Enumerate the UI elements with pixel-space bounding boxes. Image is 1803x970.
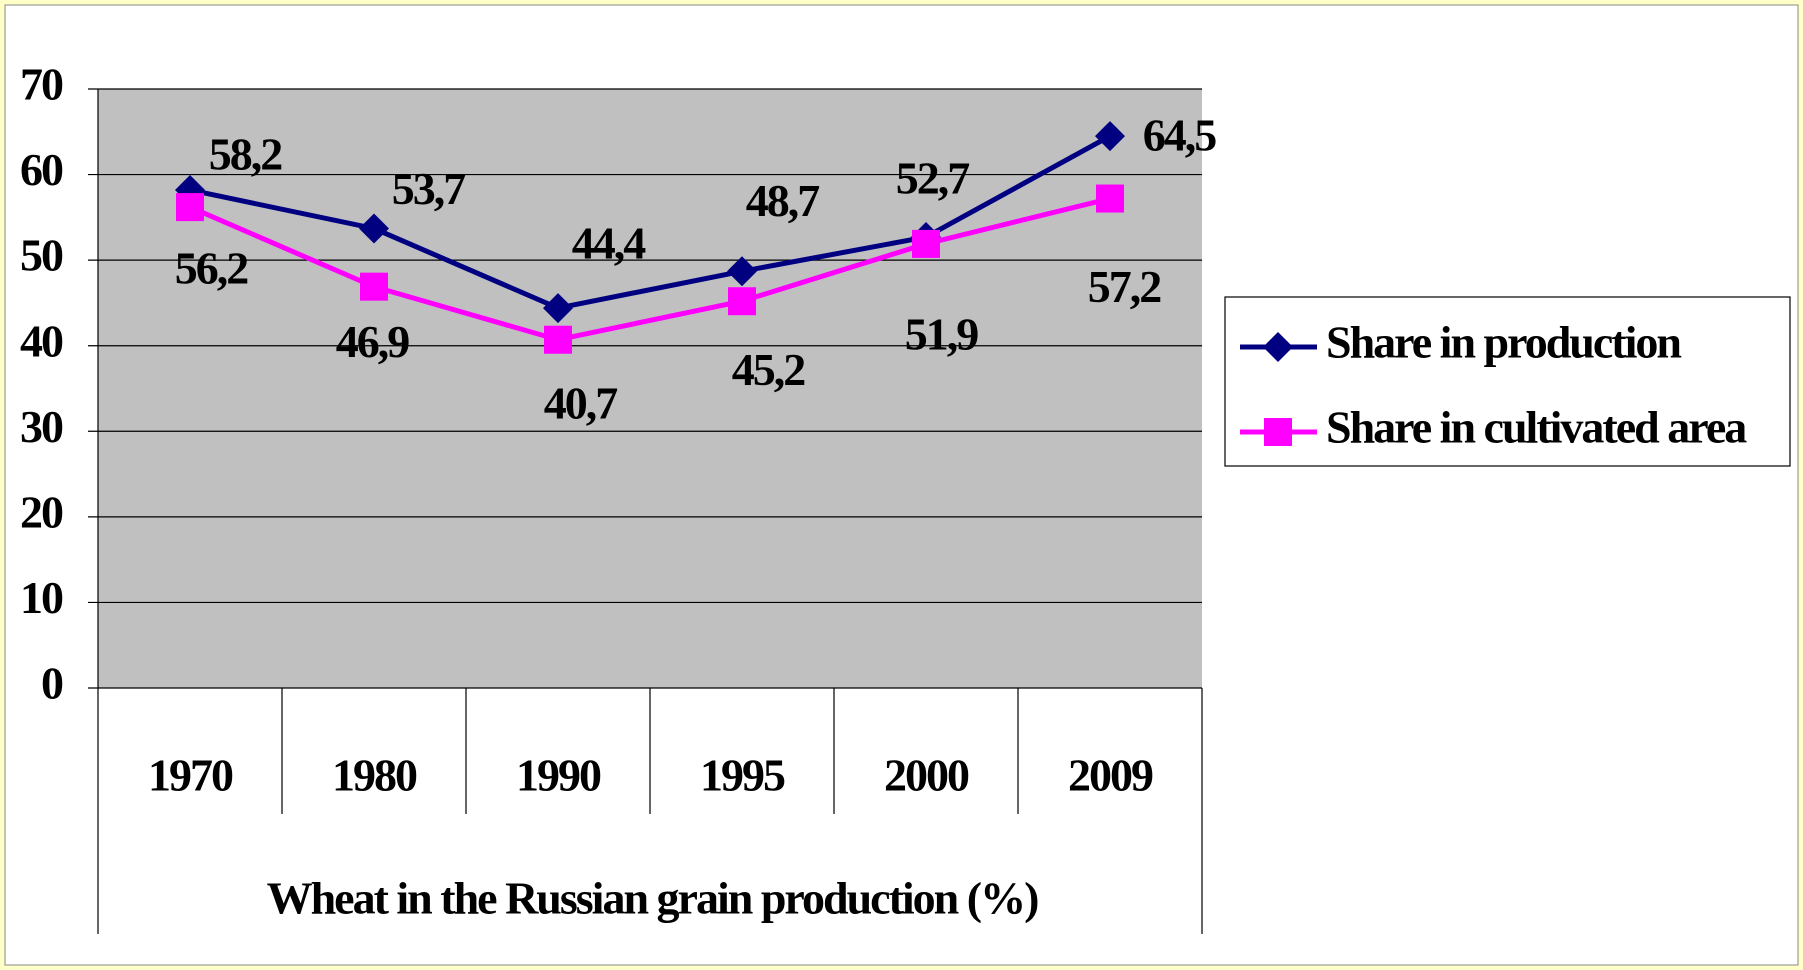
data-point	[912, 229, 940, 258]
data-line	[189, 133, 1112, 311]
data-point	[1095, 121, 1125, 152]
y-tick-label: 30	[20, 401, 63, 452]
y-tick-label: 0	[41, 658, 63, 709]
x-tick-label: 1995	[700, 750, 785, 801]
data-label: 44,4	[572, 218, 647, 269]
data-label: 40,7	[544, 377, 618, 428]
data-point	[544, 325, 572, 354]
data-label: 52,7	[896, 153, 970, 204]
data-label: 57,2	[1088, 261, 1162, 312]
legend-box	[1224, 296, 1791, 467]
x-tick-label: 2009	[1068, 750, 1153, 801]
y-tick-label: 70	[20, 59, 63, 110]
y-tick-label: 10	[20, 572, 63, 623]
data-point	[1263, 332, 1293, 362]
data-label: 58,2	[209, 129, 283, 180]
data-point	[359, 213, 389, 244]
y-tick-label: 50	[20, 230, 63, 281]
data-label: 64,5	[1143, 110, 1217, 161]
x-tick-label: 2000	[884, 750, 969, 801]
x-tick-label: 1990	[516, 750, 601, 801]
y-tick-label: 60	[20, 144, 63, 195]
data-point	[176, 193, 204, 222]
data-point	[1264, 418, 1292, 446]
x-tick-label: 1980	[332, 750, 417, 801]
data-label: 56,2	[175, 243, 249, 294]
y-tick-label: 20	[20, 486, 63, 537]
x-axis-title: Wheat in the Russian grain production (%…	[267, 873, 1039, 924]
data-label: 46,9	[336, 316, 410, 367]
data-label: 48,7	[746, 175, 820, 226]
data-line	[189, 196, 1111, 343]
data-point	[727, 256, 757, 287]
data-label: 51,9	[905, 308, 979, 359]
x-tick-label: 1970	[148, 750, 233, 801]
data-point	[360, 272, 388, 301]
data-point	[543, 293, 573, 324]
legend-label: Share in cultivated area	[1326, 402, 1747, 453]
data-point	[1096, 184, 1124, 213]
data-label: 53,7	[392, 163, 466, 214]
legend-label: Share in production	[1326, 317, 1681, 368]
data-point	[728, 287, 756, 316]
y-tick-label: 40	[20, 315, 63, 366]
data-label: 45,2	[732, 344, 806, 395]
